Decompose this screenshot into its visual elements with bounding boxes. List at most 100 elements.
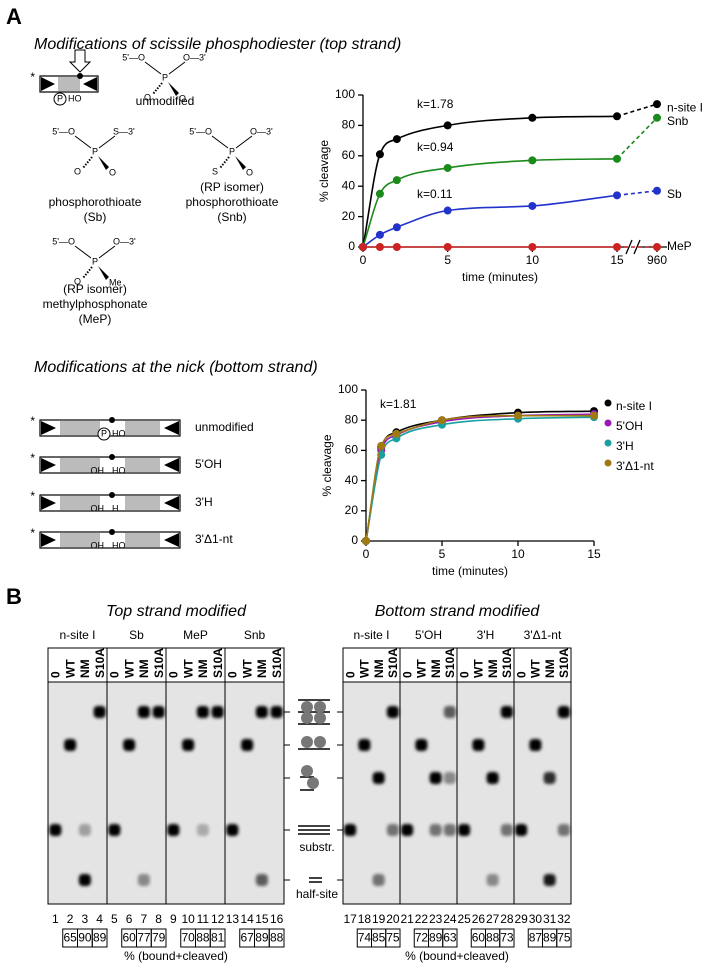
scheme-label: unmodified <box>195 420 254 434</box>
schematic-protein <box>314 736 326 748</box>
schematic-protein <box>314 712 326 724</box>
fit-curve <box>365 416 595 542</box>
arrowhead <box>41 458 56 472</box>
group-label: MeP <box>183 628 208 642</box>
lane-label: 0 <box>108 671 122 678</box>
percent-value: 77 <box>137 931 151 945</box>
data-point <box>590 411 598 420</box>
structure-caption: (RP isomer) <box>63 282 127 296</box>
x-tick-label: 15 <box>587 547 601 561</box>
bond <box>98 156 109 170</box>
gel-band <box>93 706 106 718</box>
bond <box>235 135 253 149</box>
gel-band <box>443 824 456 836</box>
extrapolation <box>616 103 658 118</box>
lane-label: S10A <box>557 648 571 678</box>
lane-number: 14 <box>240 912 254 926</box>
data-point <box>528 243 537 251</box>
lane-number: 11 <box>197 912 210 926</box>
legend-label: n-site I <box>667 100 703 114</box>
lane-label: WT <box>181 659 195 678</box>
percent-value: 85 <box>372 931 386 945</box>
star: * <box>30 451 35 465</box>
lane-label: 0 <box>167 671 181 678</box>
bond <box>98 266 109 280</box>
lane-label: NM <box>372 659 386 678</box>
lane-number: 26 <box>472 912 486 926</box>
lane-label: S10A <box>93 648 107 678</box>
lane-label: WT <box>472 659 486 678</box>
percent-value: 65 <box>63 931 77 945</box>
schematic-protein <box>301 765 313 777</box>
gel-band <box>386 824 399 836</box>
gel-band <box>429 824 442 836</box>
group-label: 3'Δ1-nt <box>524 628 562 642</box>
lane-number: 20 <box>386 912 400 926</box>
y-tick-label: 20 <box>342 209 356 223</box>
nick-dot <box>109 529 115 535</box>
percent-value: 75 <box>386 931 400 945</box>
atom-label: O—3' <box>250 126 273 136</box>
gel-band <box>255 874 268 886</box>
lane-number: 2 <box>67 912 74 926</box>
star: * <box>30 526 35 540</box>
gel-band <box>49 824 62 836</box>
percent-value: 79 <box>152 931 166 945</box>
bond <box>82 156 93 169</box>
x-tick-label: 10 <box>511 547 525 561</box>
lane-number: 8 <box>155 912 162 926</box>
scheme-label: 5'OH <box>195 457 222 471</box>
phosphate-circle <box>97 427 111 441</box>
y-tick-label: 80 <box>345 412 359 426</box>
data-point <box>438 416 446 425</box>
data-point <box>392 135 401 144</box>
lane-label: NM <box>486 659 500 678</box>
lane-number: 3 <box>82 912 89 926</box>
y-tick-label: 0 <box>348 239 355 253</box>
marker-label: substr. <box>299 840 334 854</box>
lane-number: 15 <box>255 912 269 926</box>
gel-band <box>270 706 283 718</box>
data-point <box>653 100 661 109</box>
data-point <box>443 163 452 172</box>
y-tick-label: 60 <box>342 148 356 162</box>
bond <box>98 245 116 259</box>
lane-label: NM <box>429 659 443 678</box>
gel-band <box>557 706 570 718</box>
percent-value: 89 <box>93 931 107 945</box>
gel-band <box>401 824 414 836</box>
atom-label: P <box>162 72 168 82</box>
atom-label: P <box>92 256 98 266</box>
bond <box>152 82 163 95</box>
atom-label: O—3' <box>183 52 206 62</box>
bond <box>168 61 186 75</box>
data-point <box>375 189 384 198</box>
percent-value: 75 <box>557 931 571 945</box>
data-point <box>613 191 621 200</box>
gel-band <box>358 739 371 751</box>
gel-footer: % (bound+cleaved) <box>405 949 509 963</box>
lane-label: S10A <box>443 648 457 678</box>
gel-band <box>64 739 77 751</box>
gel-band <box>344 824 357 836</box>
schematic-protein <box>301 736 313 748</box>
atom-label: O <box>179 93 186 103</box>
nick-mark: OH <box>91 540 105 550</box>
data-point <box>528 156 537 165</box>
lane-label: 0 <box>226 671 240 678</box>
lane-number: 4 <box>96 912 103 926</box>
lane-label: NM <box>196 659 210 678</box>
data-point <box>613 243 621 251</box>
group-label: n-site I <box>59 628 95 642</box>
duplex-shade <box>125 533 160 547</box>
lane-label: NM <box>255 659 269 678</box>
lane-label: 0 <box>49 671 63 678</box>
lane-number: 16 <box>270 912 284 926</box>
data-point <box>443 206 452 215</box>
data-point <box>392 223 401 232</box>
gel-band <box>372 874 385 886</box>
structure-caption: (RP isomer) <box>200 180 264 194</box>
bond <box>74 245 92 259</box>
gel-band <box>211 706 224 718</box>
duplex-shade <box>60 458 100 472</box>
